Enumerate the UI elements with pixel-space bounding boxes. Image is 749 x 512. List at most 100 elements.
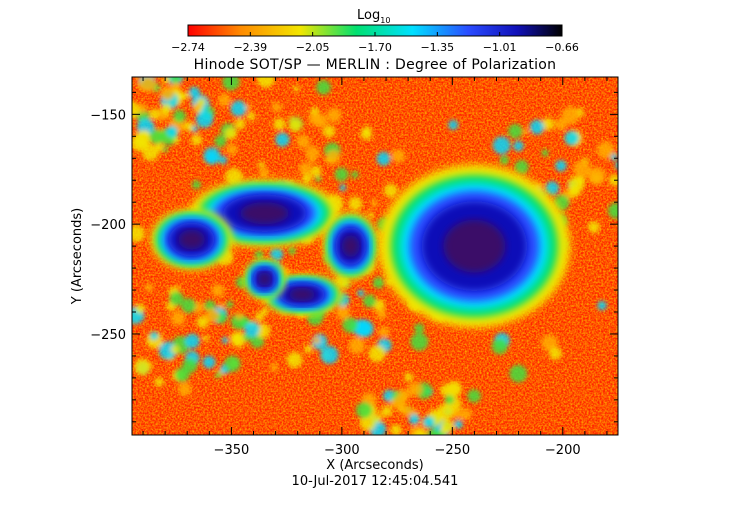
plage-blob: [304, 344, 313, 354]
plage-blob: [149, 108, 161, 120]
plage-blob: [218, 155, 228, 165]
plage-blob: [135, 303, 145, 314]
sunspot-contour: [240, 202, 289, 225]
plage-blob: [191, 125, 198, 132]
plage-blob: [523, 128, 530, 135]
y-tick-label: −250: [90, 328, 126, 343]
plage-blob: [202, 355, 216, 369]
colorbar-tick-label: −2.39: [233, 41, 267, 54]
plage-blob: [235, 311, 244, 320]
plage-blob: [226, 143, 238, 155]
plage-blob: [370, 199, 379, 207]
plage-blob: [310, 165, 322, 177]
plage-blob: [621, 160, 632, 171]
plage-blob: [192, 180, 201, 190]
plage-blob: [191, 134, 203, 146]
plage-blob: [196, 316, 209, 329]
plage-blob: [608, 174, 618, 187]
plage-blob: [225, 127, 237, 140]
plage-blob: [221, 337, 229, 344]
plage-blob: [336, 306, 350, 320]
plage-blob: [204, 300, 216, 312]
plage-blob: [202, 335, 209, 342]
plage-blob: [160, 103, 172, 115]
plage-blob: [273, 117, 286, 131]
plage-blob: [117, 315, 131, 329]
plage-blob: [334, 167, 349, 182]
plage-blob: [316, 79, 331, 95]
plage-blob: [132, 225, 145, 243]
plage-blob: [183, 92, 190, 99]
plage-blob: [192, 103, 201, 112]
plage-blob: [359, 414, 376, 431]
plage-blob: [620, 176, 628, 184]
plage-blob: [323, 125, 336, 138]
plage-blob: [326, 150, 341, 164]
plage-blob: [408, 413, 420, 425]
plage-blob: [160, 86, 175, 101]
sunspot-contour: [341, 235, 360, 258]
plage-blob: [178, 382, 192, 396]
plage-blob: [185, 333, 200, 349]
plage-blob: [623, 191, 635, 203]
x-axis-ticks: [142, 77, 608, 435]
plage-blob: [302, 173, 313, 184]
plage-blob: [188, 86, 200, 98]
plage-blob: [203, 147, 221, 165]
plage-blob: [355, 402, 373, 419]
plage-blob: [166, 125, 178, 138]
colorbar-tick-label: −1.01: [483, 41, 517, 54]
x-axis-tick-labels: −350 −300 −250 −200: [214, 443, 581, 458]
plage-blob: [339, 184, 346, 191]
plage-blob: [444, 394, 455, 405]
plage-blob: [573, 160, 591, 178]
plage-blob: [514, 160, 529, 174]
plage-blob: [373, 414, 382, 423]
plage-blob: [271, 102, 282, 113]
plage-blob: [312, 336, 321, 344]
plage-blob: [234, 118, 246, 130]
colorbar-tick-label: −2.74: [171, 41, 205, 54]
plage-blob: [315, 175, 322, 182]
plage-blob: [288, 118, 302, 132]
colorbar-tick-label: −0.66: [545, 41, 579, 54]
plage-blob: [492, 136, 511, 155]
plage-blob: [391, 149, 406, 163]
plage-blob: [446, 381, 462, 397]
plage-blob: [260, 307, 269, 316]
plage-blob: [293, 85, 300, 92]
plage-blob: [269, 363, 279, 372]
x-tick-label: −350: [214, 443, 250, 458]
plage-blob: [615, 161, 618, 170]
plage-blob: [286, 351, 303, 368]
plage-blob: [230, 331, 243, 345]
y-tick-label: −150: [90, 108, 126, 123]
y-axis-tick-labels: −150 −200 −250: [90, 108, 126, 343]
plage-blob: [215, 372, 222, 379]
x-tick-label: −250: [434, 443, 470, 458]
plage-blob: [372, 277, 385, 289]
plage-blob: [368, 345, 386, 363]
plage-blob: [158, 341, 177, 360]
sunspot-regions: [150, 164, 571, 328]
plage-blob: [144, 283, 154, 292]
plage-blob: [367, 211, 374, 218]
y-axis-label: Y (Arcseconds): [70, 208, 85, 305]
y-tick-label: −200: [90, 218, 126, 233]
colorbar-tick-label: −1.35: [420, 41, 454, 54]
polarization-heatmap: [117, 77, 635, 435]
plage-blob: [259, 167, 269, 178]
plage-blob: [499, 155, 509, 165]
plage-blob: [162, 77, 170, 84]
plage-blob: [225, 167, 243, 186]
plage-blob: [360, 128, 373, 141]
plage-blob: [555, 160, 567, 172]
plage-blob: [541, 117, 555, 131]
plage-blob: [381, 405, 393, 417]
plage-blob: [254, 312, 264, 322]
plage-blob: [305, 146, 320, 161]
plage-blob: [288, 246, 296, 255]
colorbar-tick-label: −2.05: [296, 41, 330, 54]
plage-blob: [491, 338, 508, 355]
